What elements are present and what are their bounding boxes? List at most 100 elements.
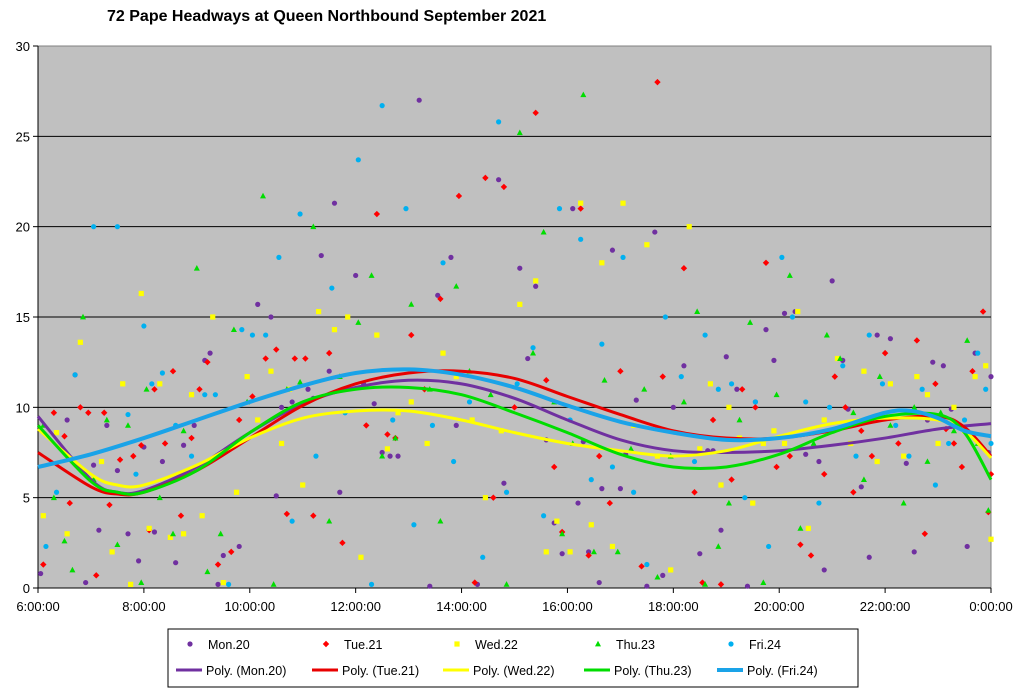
point-thu-23 <box>736 416 743 423</box>
point-fri-24 <box>313 453 319 459</box>
point-thu-23 <box>379 452 386 459</box>
point-fri-24 <box>975 350 981 356</box>
point-wed-22 <box>120 381 126 387</box>
point-mon-20 <box>151 529 158 535</box>
x-tick-label: 16:00:00 <box>542 599 593 614</box>
point-thu-23 <box>103 416 110 423</box>
point-thu-23 <box>601 377 608 383</box>
point-tue-21 <box>606 499 613 507</box>
point-fri-24 <box>742 495 748 501</box>
point-wed-22 <box>543 549 549 555</box>
point-mon-20 <box>387 453 393 459</box>
point-tue-21 <box>302 355 309 362</box>
point-thu-23 <box>326 517 333 524</box>
point-wed-22 <box>109 549 115 555</box>
point-mon-20 <box>652 229 658 235</box>
point-fri-24 <box>631 489 637 495</box>
point-tue-21 <box>249 393 256 400</box>
point-mon-20 <box>207 350 213 356</box>
chart-title: 72 Pape Headways at Queen Northbound Sep… <box>107 8 546 25</box>
legend-box <box>167 628 859 688</box>
point-fri-24 <box>480 554 486 560</box>
point-fri-24 <box>609 464 616 470</box>
point-wed-22 <box>924 392 931 398</box>
point-fri-24 <box>691 458 698 465</box>
point-tue-21 <box>786 452 794 460</box>
point-thu-23 <box>355 319 362 325</box>
point-fri-24 <box>644 561 650 568</box>
point-thu-23 <box>810 440 817 446</box>
point-fri-24 <box>961 417 968 423</box>
point-mon-20 <box>371 401 377 407</box>
point-thu-23 <box>217 530 224 537</box>
legend-marker-fri-24 <box>728 641 734 647</box>
trendline-poly-thu-23 <box>36 385 993 496</box>
trendlines <box>36 367 993 497</box>
point-tue-21 <box>950 440 958 447</box>
point-wed-22 <box>533 278 539 284</box>
x-tick-label: 6:00:00 <box>16 599 59 614</box>
point-mon-20 <box>331 200 338 206</box>
point-tue-21 <box>77 404 84 411</box>
point-fri-24 <box>125 411 131 418</box>
point-fri-24 <box>530 345 536 351</box>
point-wed-22 <box>167 534 173 541</box>
point-tue-21 <box>850 489 857 496</box>
point-mon-20 <box>781 310 788 316</box>
point-thu-23 <box>747 319 754 325</box>
point-tue-21 <box>106 501 113 509</box>
point-thu-23 <box>911 404 918 410</box>
point-wed-22 <box>726 404 732 410</box>
point-fri-24 <box>159 370 166 376</box>
point-wed-22 <box>138 290 144 297</box>
point-tue-21 <box>363 422 370 429</box>
point-wed-22 <box>395 410 401 416</box>
legend-label: Tue.21 <box>344 638 383 652</box>
point-fri-24 <box>329 285 335 291</box>
point-mon-20 <box>988 374 994 380</box>
point-thu-23 <box>260 192 267 199</box>
point-tue-21 <box>100 409 108 416</box>
point-wed-22 <box>358 554 364 560</box>
point-tue-21 <box>659 373 666 380</box>
point-mon-20 <box>278 404 285 410</box>
point-thu-23 <box>180 427 187 434</box>
point-mon-20 <box>763 327 769 333</box>
point-mon-20 <box>173 560 179 566</box>
point-fri-24 <box>263 332 269 338</box>
point-tue-21 <box>339 539 346 547</box>
point-fri-24 <box>866 332 872 338</box>
legend: Mon.20 Tue.21 Wed.22 Thu.23 Fri.24 Poly. (Mon… <box>167 628 859 688</box>
point-thu-23 <box>204 568 211 575</box>
point-thu-23 <box>61 537 68 544</box>
point-fri-24 <box>289 518 295 524</box>
point-thu-23 <box>392 434 399 441</box>
y-tick-label: 30 <box>16 39 30 54</box>
point-wed-22 <box>750 500 756 506</box>
x-tick-label: 8:00:00 <box>122 599 165 614</box>
point-thu-23 <box>487 391 494 398</box>
point-mon-20 <box>744 583 751 589</box>
point-thu-23 <box>408 301 415 307</box>
point-mon-20 <box>930 359 936 365</box>
point-tue-21 <box>699 579 706 586</box>
trendline-poly-fri-24 <box>37 367 992 469</box>
point-fri-24 <box>906 453 912 459</box>
point-thu-23 <box>760 579 767 585</box>
x-tick-label: 12:00:00 <box>330 599 381 614</box>
y-tick-label: 0 <box>23 581 30 596</box>
legend-label: Mon.20 <box>208 638 250 652</box>
point-thu-23 <box>590 548 597 555</box>
legend-marker-thu-23 <box>595 640 601 647</box>
trendline-poly-mon-20 <box>36 378 992 496</box>
point-tue-21 <box>93 572 100 579</box>
point-tue-21 <box>85 409 92 416</box>
legend-label: Poly. (Tue.21) <box>342 664 419 678</box>
point-wed-22 <box>40 513 46 519</box>
point-fri-24 <box>411 522 417 528</box>
point-tue-21 <box>596 452 603 460</box>
point-mon-20 <box>96 527 102 533</box>
x-tick-label: 10:00:00 <box>224 599 275 614</box>
point-thu-23 <box>50 494 57 501</box>
point-thu-23 <box>985 507 992 513</box>
